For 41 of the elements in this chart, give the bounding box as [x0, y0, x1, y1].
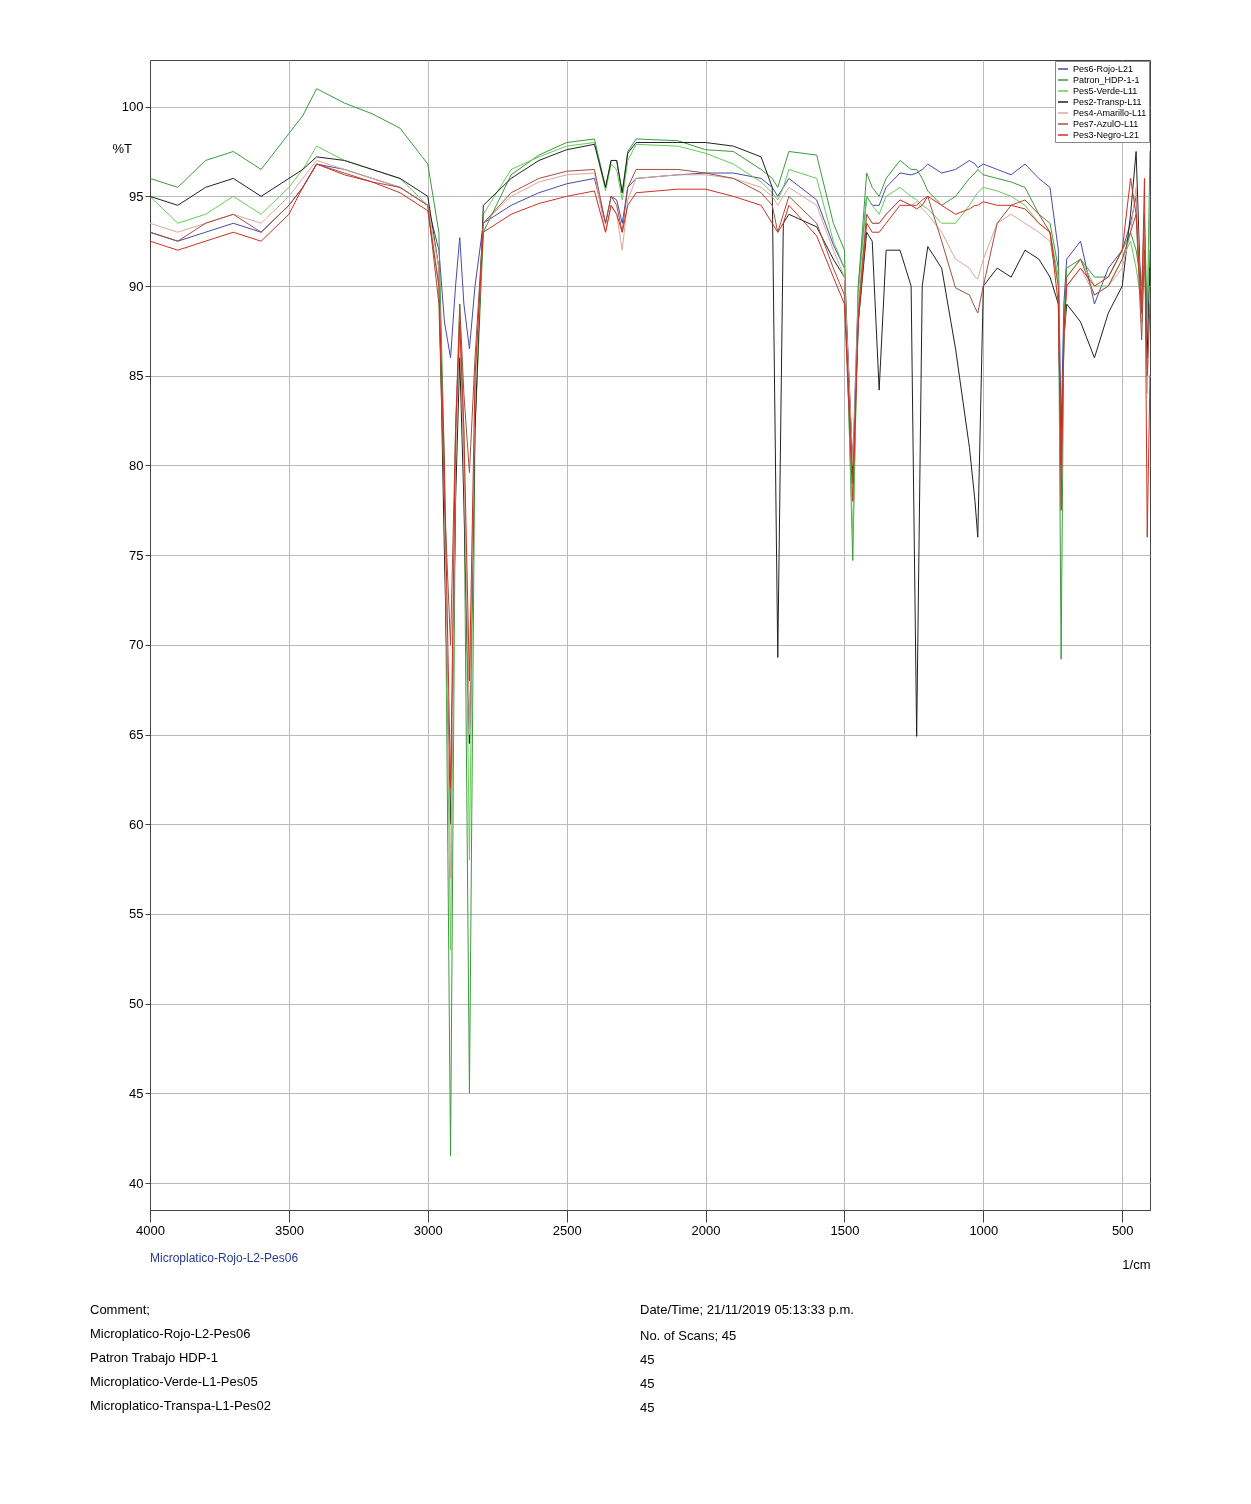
legend-label: Pes4-Amarillo-L11 [1073, 108, 1147, 118]
y-tick-label: 50 [129, 996, 144, 1012]
text: 45 [640, 1376, 655, 1391]
x-tick-label: 3500 [274, 1222, 304, 1238]
text: No. of Scans; 45 [640, 1328, 737, 1343]
y-tick-label: 40 [129, 1175, 144, 1191]
y-tick-label: 55 [129, 906, 144, 922]
y-tick-label: 95 [129, 188, 144, 204]
legend-label: Patron_HDP-1-1 [1073, 75, 1140, 85]
y-tick-label: 70 [129, 637, 144, 653]
y-tick-label: 45 [129, 1085, 144, 1101]
y-axis-title: %T [112, 140, 133, 156]
text: Comment; [90, 1302, 150, 1317]
legend-label: Pes3-Negro-L21 [1073, 130, 1140, 140]
legend-label: Pes5-Verde-L11 [1073, 86, 1138, 96]
x-tick-label: 3000 [413, 1222, 443, 1238]
text: 45 [640, 1352, 655, 1367]
x-tick-label: 500 [1111, 1222, 1134, 1238]
x-tick-label: 2500 [552, 1222, 582, 1238]
text: Microplatico-Transpa-L1-Pes02 [90, 1398, 271, 1413]
x-tick-label: 1000 [969, 1222, 999, 1238]
x-tick-label: 1500 [830, 1222, 860, 1238]
y-tick-label: 65 [129, 727, 144, 743]
text: Patron Trabajo HDP-1 [90, 1350, 218, 1365]
legend-label: Pes6-Rojo-L21 [1073, 64, 1134, 74]
y-tick-label: 80 [129, 457, 144, 473]
text: Microplatico-Rojo-L2-Pes06 [150, 1251, 299, 1265]
y-tick-label: 90 [129, 278, 144, 294]
text: 45 [640, 1400, 655, 1415]
x-tick-label: 2000 [691, 1222, 721, 1238]
text: Date/Time; 21/11/2019 05:13:33 p.m. [640, 1302, 854, 1317]
x-tick-label: 4000 [136, 1222, 165, 1238]
y-tick-label: 75 [129, 547, 144, 563]
legend-label: Pes2-Transp-L11 [1073, 97, 1142, 107]
y-tick-label: 60 [129, 816, 144, 832]
text: Microplatico-Rojo-L2-Pes06 [90, 1326, 251, 1341]
legend-label: Pes7-AzulO-L11 [1073, 119, 1139, 129]
text: Microplatico-Verde-L1-Pes05 [90, 1374, 258, 1389]
x-axis-title: 1/cm [1122, 1256, 1151, 1272]
y-tick-label: 85 [129, 368, 144, 384]
y-tick-label: 100 [121, 99, 144, 115]
